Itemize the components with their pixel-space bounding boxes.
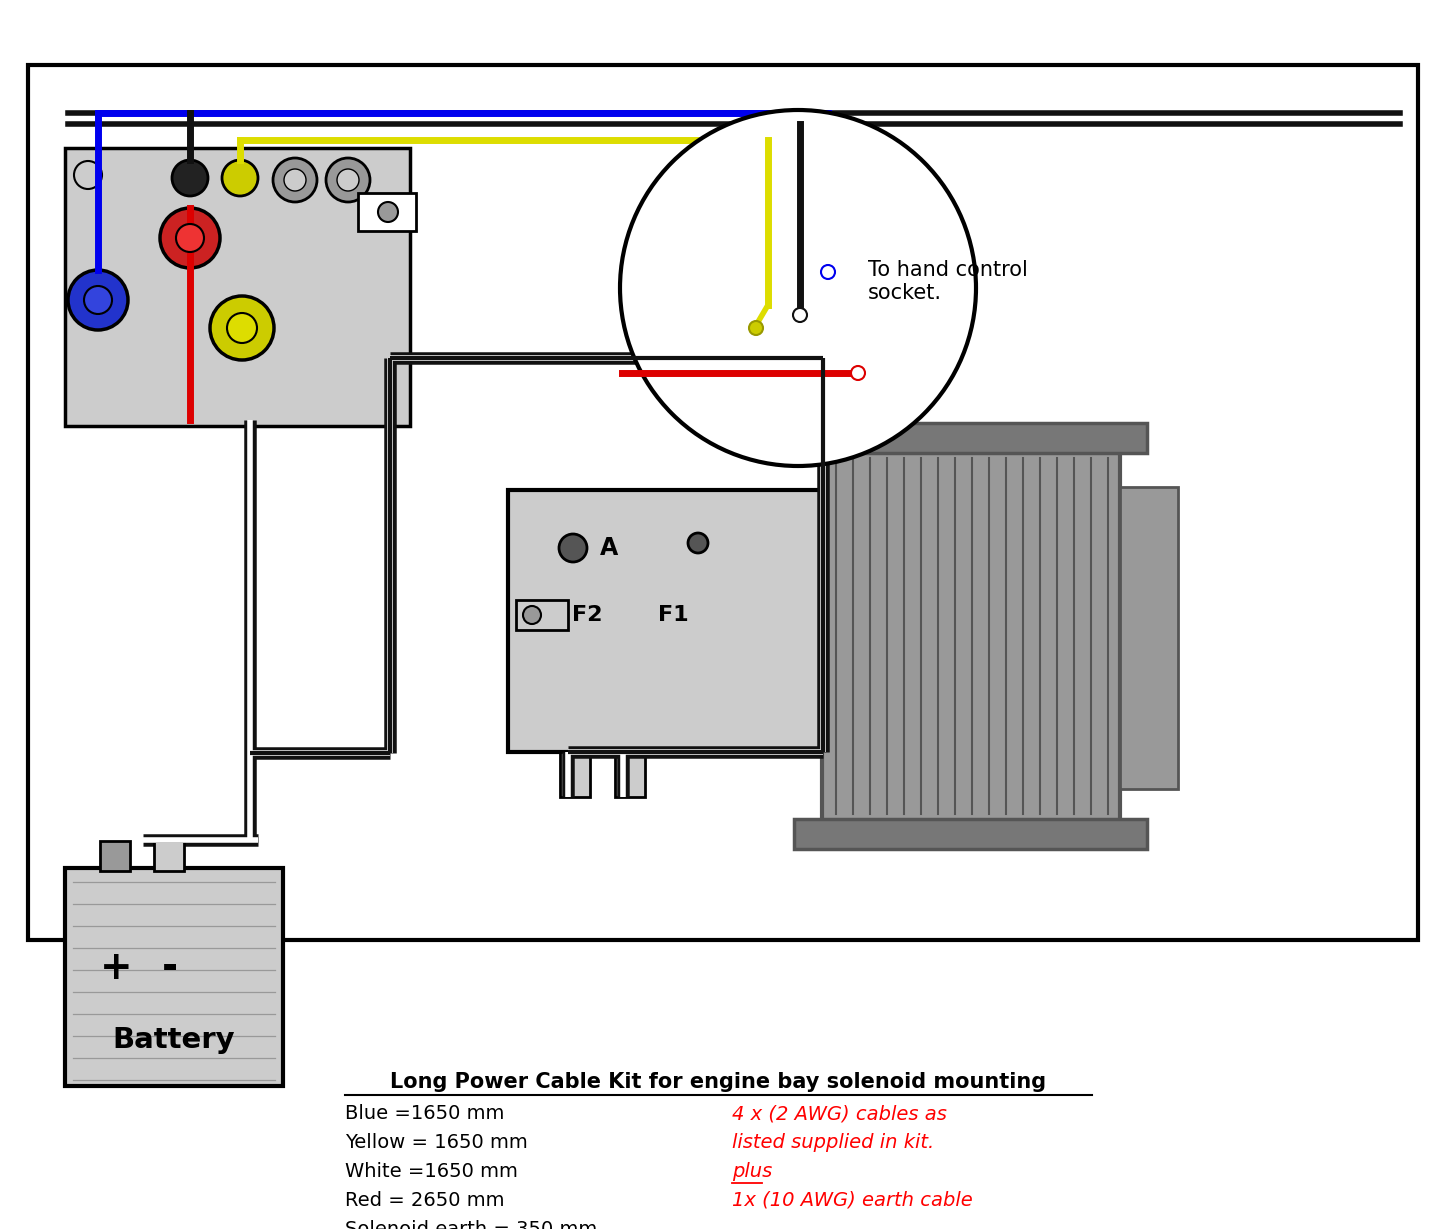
Circle shape [337, 170, 358, 190]
Circle shape [620, 111, 975, 466]
Text: A: A [600, 536, 618, 560]
Circle shape [68, 270, 129, 331]
Circle shape [210, 296, 275, 360]
Circle shape [160, 208, 220, 268]
Bar [516, 600, 568, 630]
Text: Yellow = 1650 mm: Yellow = 1650 mm [345, 1133, 527, 1152]
Text: 1x (10 AWG) earth cable: 1x (10 AWG) earth cable [733, 1191, 972, 1211]
Bar [100, 841, 130, 871]
Text: Red = 2650 mm: Red = 2650 mm [345, 1191, 504, 1211]
Bar [65, 147, 410, 426]
Text: Battery: Battery [113, 1026, 236, 1054]
Text: 4 x (2 AWG) cables as: 4 x (2 AWG) cables as [733, 1104, 946, 1123]
Circle shape [227, 313, 257, 343]
Circle shape [688, 533, 708, 553]
Text: -: - [162, 949, 178, 987]
Circle shape [172, 160, 208, 195]
Text: Blue =1650 mm: Blue =1650 mm [345, 1104, 504, 1123]
Circle shape [523, 606, 540, 624]
Bar [27, 65, 1418, 940]
Circle shape [223, 160, 259, 195]
Circle shape [176, 224, 204, 252]
Circle shape [74, 161, 103, 189]
Text: F1: F1 [657, 605, 689, 626]
Text: Solenoid earth = 350 mm: Solenoid earth = 350 mm [345, 1220, 597, 1229]
Text: White =1650 mm: White =1650 mm [345, 1161, 517, 1181]
Text: listed supplied in kit.: listed supplied in kit. [733, 1133, 935, 1152]
Circle shape [793, 308, 806, 322]
Bar [793, 819, 1147, 849]
Text: +: + [100, 949, 133, 987]
Circle shape [327, 159, 370, 202]
Circle shape [379, 202, 397, 222]
Text: F2: F2 [572, 605, 603, 626]
Bar [358, 193, 416, 231]
Bar [822, 450, 1120, 822]
Circle shape [559, 533, 587, 562]
Bar [793, 423, 1147, 454]
Bar [561, 752, 590, 796]
Circle shape [273, 159, 316, 202]
Text: plus: plus [733, 1161, 772, 1181]
Bar [509, 490, 824, 752]
Bar [1120, 487, 1178, 789]
Circle shape [285, 170, 306, 190]
Circle shape [851, 366, 866, 380]
Text: To hand control
socket.: To hand control socket. [868, 261, 1027, 304]
Bar [65, 868, 283, 1086]
Circle shape [84, 286, 113, 313]
Circle shape [749, 321, 763, 336]
Text: Long Power Cable Kit for engine bay solenoid mounting: Long Power Cable Kit for engine bay sole… [390, 1072, 1046, 1093]
Bar [616, 752, 644, 796]
Circle shape [821, 265, 835, 279]
Bar [155, 841, 184, 871]
